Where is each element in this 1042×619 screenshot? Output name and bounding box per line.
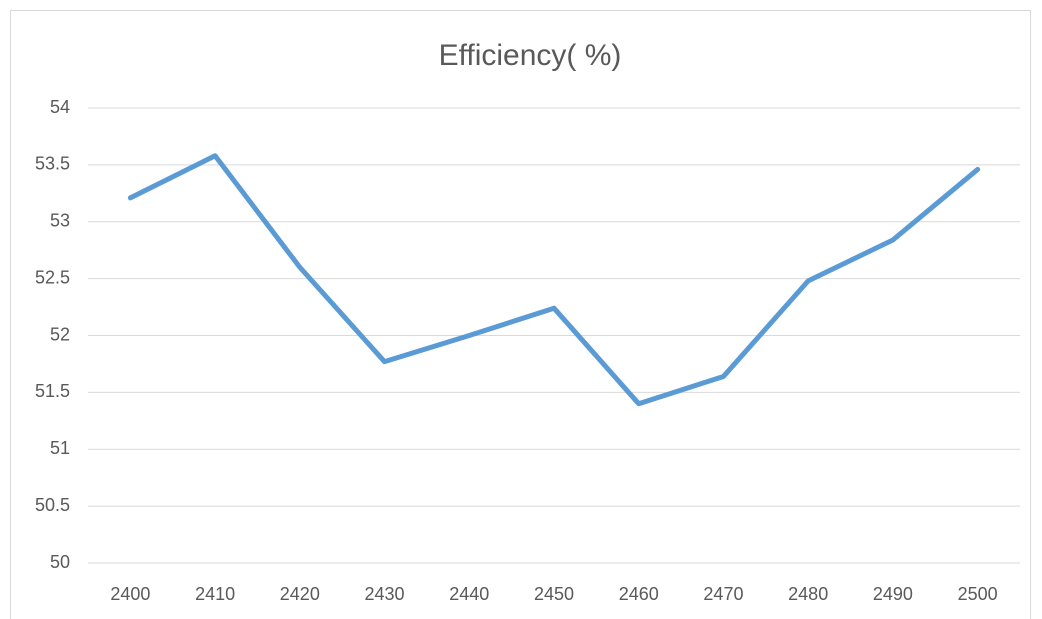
y-tick-label: 53 bbox=[50, 211, 70, 231]
chart-title: Efficiency( %) bbox=[439, 39, 622, 72]
y-tick-label: 50.5 bbox=[35, 495, 70, 515]
x-tick-label: 2430 bbox=[365, 584, 405, 604]
y-tick-label: 54 bbox=[50, 97, 70, 117]
x-tick-label: 2500 bbox=[958, 584, 998, 604]
x-tick-label: 2410 bbox=[195, 584, 235, 604]
x-tick-label: 2440 bbox=[449, 584, 489, 604]
y-tick-label: 50 bbox=[50, 552, 70, 572]
y-tick-label: 52 bbox=[50, 324, 70, 344]
x-tick-label: 2450 bbox=[534, 584, 574, 604]
series-line bbox=[127, 153, 981, 407]
x-tick-label: 2400 bbox=[110, 584, 150, 604]
x-tick-label: 2420 bbox=[280, 584, 320, 604]
y-tick-label: 51 bbox=[50, 438, 70, 458]
chart-border bbox=[10, 10, 1031, 619]
x-tick-label: 2470 bbox=[703, 584, 743, 604]
y-tick-label: 51.5 bbox=[35, 381, 70, 401]
x-tick-label: 2460 bbox=[619, 584, 659, 604]
x-tick-label: 2490 bbox=[873, 584, 913, 604]
y-tick-label: 52.5 bbox=[35, 267, 70, 287]
y-tick-label: 53.5 bbox=[35, 154, 70, 174]
x-tick-label: 2480 bbox=[788, 584, 828, 604]
